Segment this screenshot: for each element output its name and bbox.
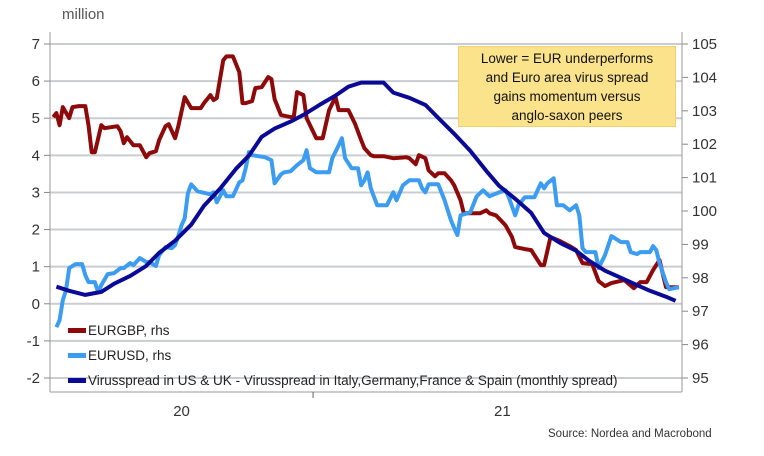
right-tick-label: 105 [692,36,717,53]
left-tick-label: 4 [32,147,40,164]
left-tick-label: -2 [27,370,40,387]
right-tick-label: 104 [692,69,717,86]
right-tick-label: 99 [692,236,709,253]
series-line-virusspread [55,80,677,303]
legend-swatch [68,328,86,333]
legend-item-eurgbp: EURGBP, rhs [68,318,617,343]
legend-label: Virusspread in US & UK - Virusspread in … [88,373,618,388]
left-tick-label: 5 [32,110,40,127]
x-tick-label: 20 [173,403,190,420]
annotation-line: gains momentum versus [493,88,641,104]
left-tick-label: 3 [32,184,40,201]
left-tick-label: 1 [32,259,40,276]
right-tick-label: 100 [692,203,717,220]
right-tick-label: 95 [692,370,709,387]
series-line-eurgbp [51,54,679,291]
annotation-box: Lower = EUR underperforms and Euro area … [458,46,676,127]
annotation-line: anglo-saxon peers [511,107,623,123]
tick-labels: -2 -1 0 1 2 3 4 5 6 7 95 96 97 98 99 100 101 102 103 104 105… [27,36,717,420]
left-tick-label: 0 [32,296,40,313]
legend-label: EURGBP, rhs [88,323,170,338]
axes [44,32,688,398]
legend: EURGBP, rhs EURUSD, rhs Virusspread in U… [68,318,617,393]
right-tick-label: 102 [692,136,717,153]
legend-label: EURUSD, rhs [88,348,172,363]
source-note: Source: Nordea and Macrobond [548,428,712,440]
legend-item-eurusd: EURUSD, rhs [68,343,617,368]
annotation-line: and Euro area virus spread [485,69,649,85]
legend-item-virusspread: Virusspread in US & UK - Virusspread in … [68,368,617,393]
legend-swatch [68,378,86,383]
right-tick-label: 101 [692,170,717,187]
right-tick-label: 98 [692,270,709,287]
series-line-eurusd [54,136,680,329]
right-tick-label: 97 [692,303,709,320]
left-tick-label: 7 [32,36,40,53]
x-tick-label: 21 [494,403,511,420]
annotation-line: Lower = EUR underperforms [480,50,654,66]
series-lines [51,54,680,329]
legend-swatch [68,353,86,358]
left-tick-label: 2 [32,222,40,239]
right-tick-label: 103 [692,103,717,120]
left-tick-label: -1 [27,333,40,350]
left-axis-unit-label: million [62,6,105,23]
left-tick-label: 6 [32,73,40,90]
right-tick-label: 96 [692,337,709,354]
